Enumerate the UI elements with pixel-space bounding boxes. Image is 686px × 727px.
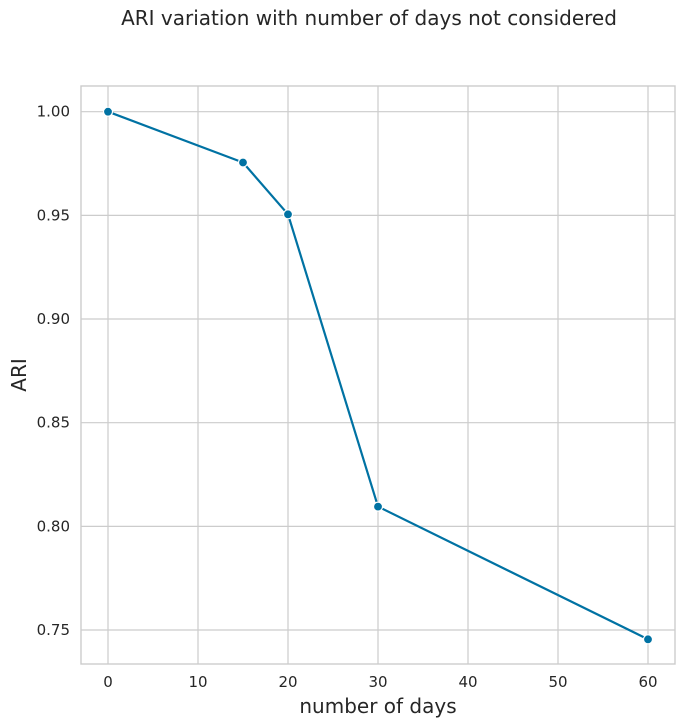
x-tick-label: 10	[188, 673, 207, 691]
grid	[81, 86, 675, 664]
y-axis-label: ARI	[7, 358, 31, 391]
plot-frame	[80, 85, 676, 665]
x-ticks: 0 10 20 30 40 50 60	[103, 673, 657, 691]
series-group	[102, 106, 654, 645]
x-tick-label: 30	[368, 673, 387, 691]
y-ticks: 0.75 0.80 0.85 0.90 0.95 1.00	[37, 103, 70, 639]
y-tick-label: 0.75	[37, 621, 70, 639]
y-tick-label: 0.90	[37, 310, 70, 328]
x-tick-label: 20	[278, 673, 297, 691]
x-tick-label: 60	[638, 673, 657, 691]
x-tick-label: 50	[548, 673, 567, 691]
y-tick-label: 1.00	[37, 103, 70, 121]
x-tick-label: 40	[458, 673, 477, 691]
data-point	[642, 634, 654, 645]
x-axis-label: number of days	[299, 694, 456, 718]
data-point	[372, 501, 384, 512]
data-point	[102, 106, 114, 117]
x-tick-label: 0	[103, 673, 113, 691]
data-point	[282, 209, 294, 220]
chart-title: ARI variation with number of days not co…	[121, 6, 617, 30]
y-tick-label: 0.95	[37, 206, 70, 224]
y-tick-label: 0.80	[37, 517, 70, 535]
y-tick-label: 0.85	[37, 414, 70, 432]
data-point	[237, 157, 249, 168]
